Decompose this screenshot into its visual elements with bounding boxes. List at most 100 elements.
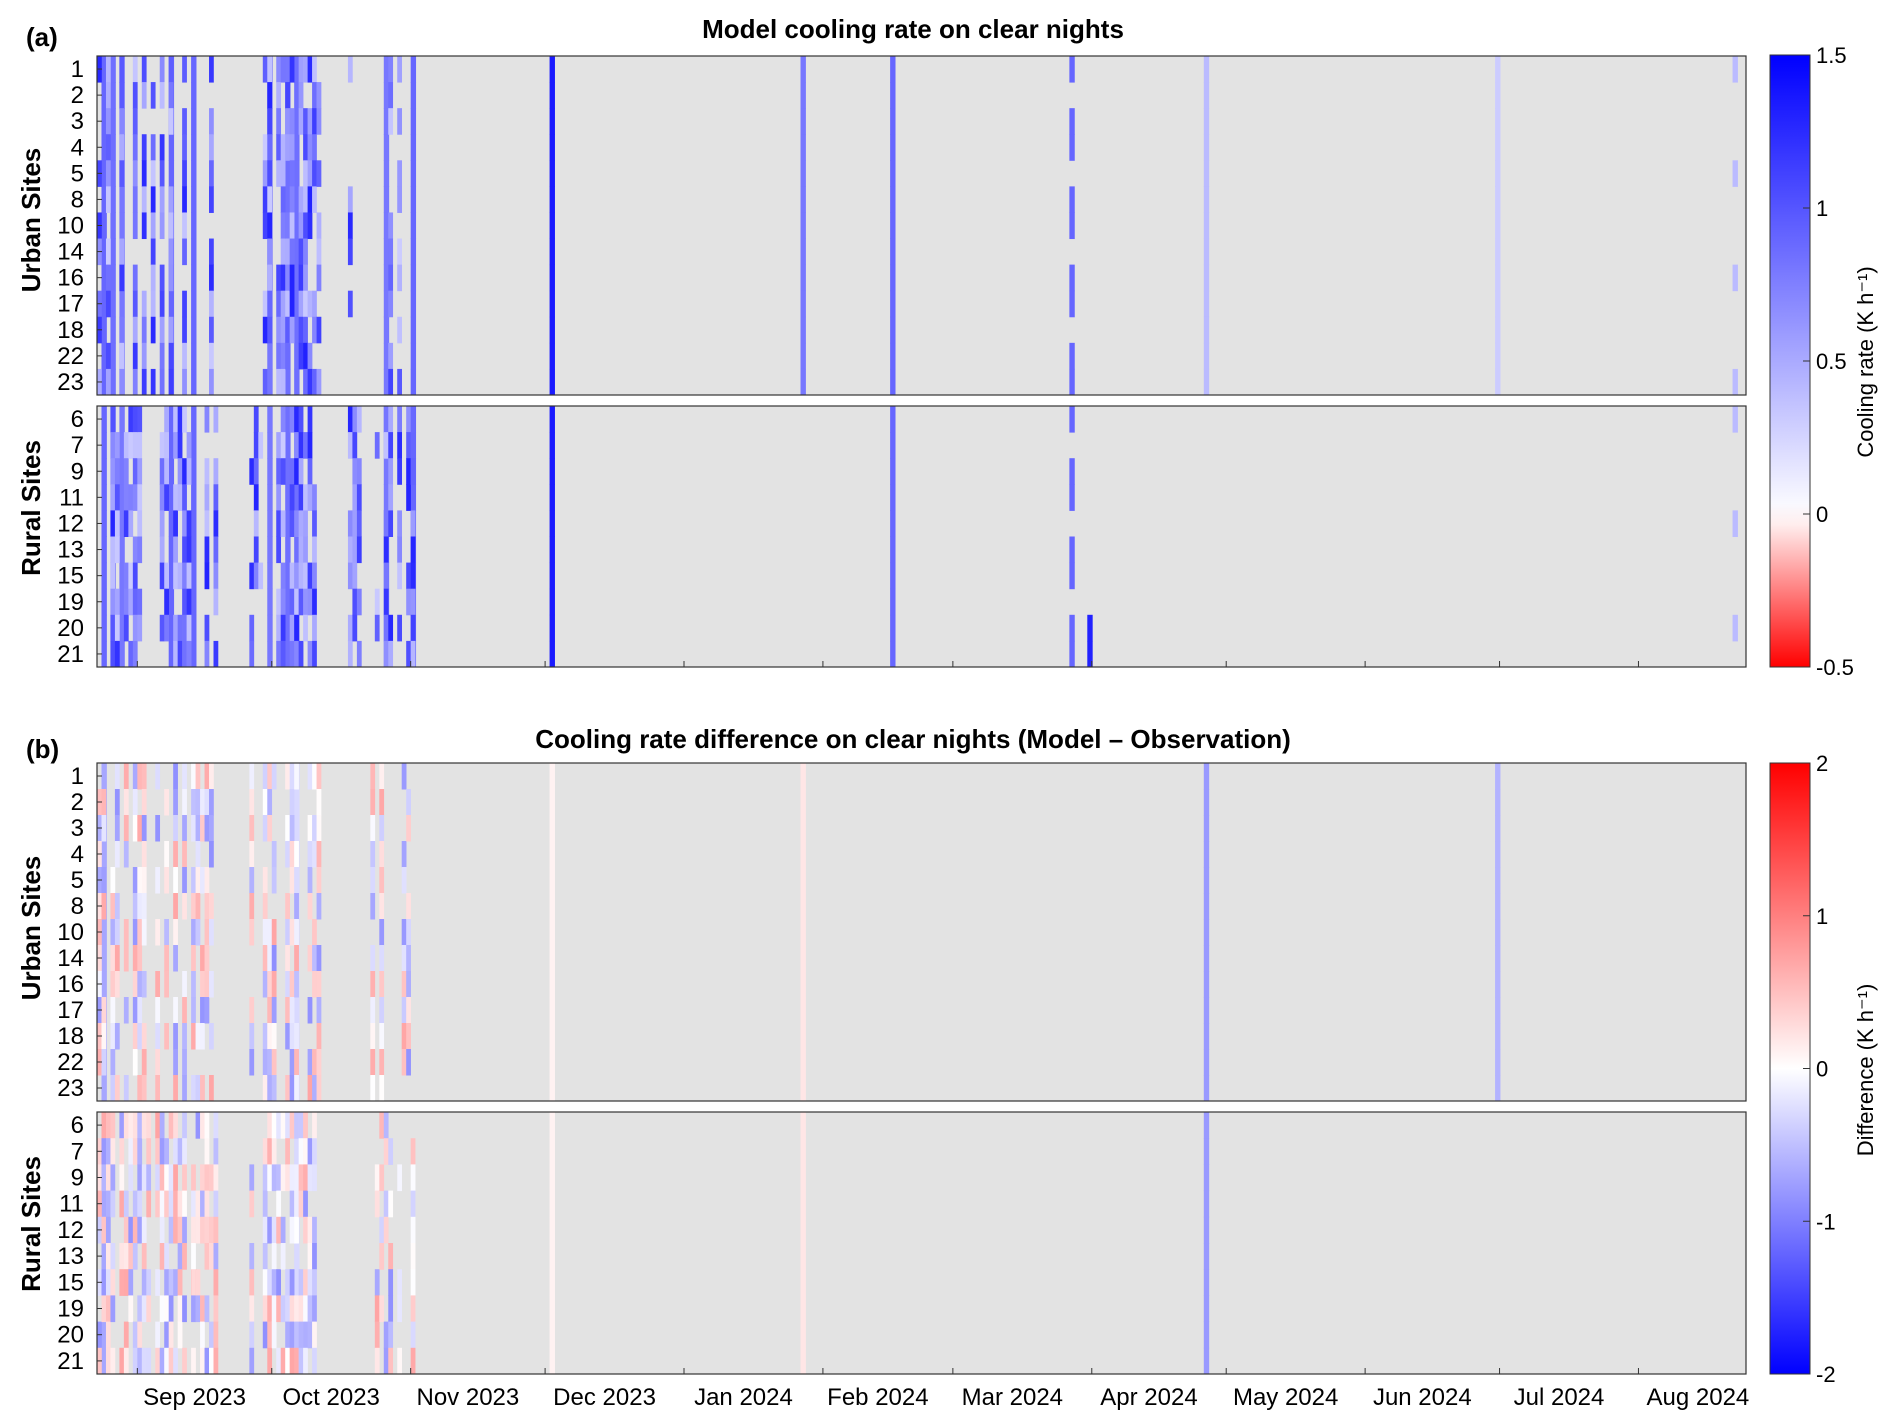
heatmap-cell [298, 432, 304, 459]
heatmap-cell [312, 1075, 317, 1102]
heatmap-cell [110, 510, 116, 537]
heatmap-cell [312, 1347, 317, 1375]
heatmap-cell [549, 815, 555, 842]
heatmap-cell [312, 536, 317, 564]
heatmap-cell [370, 1023, 376, 1050]
heatmap-cell [200, 815, 205, 842]
heatmap-cell [316, 815, 322, 842]
heatmap-cell [549, 1075, 555, 1102]
x-tick-label: Jul 2024 [1514, 1384, 1605, 1411]
heatmap-cell [155, 815, 161, 842]
heatmap-cell [182, 1190, 187, 1218]
panel-a-cooling-rate: (a) Model cooling rate on clear nights 1… [16, 14, 1878, 680]
heatmap-cell [213, 1243, 219, 1270]
heatmap-cell [132, 789, 138, 816]
heatmap-cell [164, 1295, 169, 1323]
heatmap-cell [276, 342, 282, 370]
heatmap-cell [890, 510, 896, 537]
heatmap-cell [280, 134, 286, 161]
heatmap-cell [123, 1216, 129, 1244]
heatmap-cell [890, 368, 896, 396]
heatmap-cell [379, 1112, 385, 1139]
heatmap-cell [280, 510, 286, 537]
row-label-site-21: 21 [57, 641, 84, 668]
heatmap-cell [168, 1295, 174, 1323]
heatmap-cell [285, 432, 291, 459]
heatmap-cell [101, 997, 107, 1024]
heatmap-cell [271, 1164, 277, 1192]
heatmap-cell [168, 640, 175, 668]
heatmap-cell [280, 458, 286, 485]
heatmap-cell [137, 536, 143, 564]
heatmap-cell [303, 264, 308, 292]
heatmap-cell [132, 1190, 138, 1218]
heatmap-cell [298, 1112, 304, 1139]
heatmap-cell [155, 1347, 161, 1375]
heatmap-cell [137, 458, 143, 485]
heatmap-cell [267, 536, 273, 564]
heatmap-cell [105, 1216, 111, 1244]
heatmap-cell [800, 841, 806, 868]
heatmap-cell [173, 1075, 178, 1102]
heatmap-cell [213, 1216, 219, 1244]
heatmap-cell [271, 867, 277, 894]
heatmap-cell [168, 536, 175, 564]
heatmap-cell [101, 134, 107, 161]
heatmap-cell [105, 1321, 111, 1349]
heatmap-cell [101, 290, 107, 318]
heatmap-cell [401, 997, 407, 1024]
heatmap-cell [110, 82, 116, 109]
heatmap-cell [307, 1164, 313, 1192]
heatmap-cell [397, 186, 403, 213]
heatmap-cell [173, 815, 178, 842]
heatmap-cell [388, 432, 394, 459]
heatmap-cell [249, 1347, 255, 1375]
heatmap-cell [307, 841, 313, 868]
heatmap-cell [150, 212, 156, 240]
row-label-site-4: 4 [71, 841, 84, 868]
heatmap-cell [285, 56, 290, 83]
x-tick-label: Oct 2023 [283, 1384, 380, 1411]
heatmap-cell [800, 264, 806, 292]
heatmap-cell [383, 134, 390, 161]
heatmap-cell [128, 640, 134, 668]
heatmap-cell [262, 368, 268, 396]
heatmap-cell [890, 406, 896, 433]
heatmap-cell [159, 1138, 165, 1165]
heatmap-cell [159, 316, 165, 344]
row-label-site-10: 10 [57, 919, 84, 946]
heatmap-cell [312, 186, 317, 213]
heatmap-cell [204, 789, 210, 816]
heatmap-cell [1495, 316, 1501, 344]
heatmap-cell [173, 562, 178, 590]
row-label-site-14: 14 [57, 945, 84, 972]
heatmap-cell [289, 971, 295, 998]
heatmap-cell [271, 1269, 277, 1296]
heatmap-cell [182, 536, 187, 564]
panel-b-urban-group-label: Urban Sites [16, 856, 46, 1001]
heatmap-cell [352, 406, 358, 433]
heatmap-cell [280, 238, 286, 266]
heatmap-cell [204, 919, 210, 946]
heatmap-cell [141, 867, 147, 894]
heatmap-cell [347, 290, 353, 318]
heatmap-cell [249, 997, 255, 1024]
heatmap-cell [110, 536, 116, 564]
heatmap-cell [294, 406, 299, 433]
heatmap-cell [410, 342, 417, 370]
heatmap-cell [280, 1347, 286, 1375]
heatmap-cell [1203, 841, 1210, 868]
panel-a-title: Model cooling rate on clear nights [702, 14, 1124, 44]
heatmap-cell [280, 290, 286, 318]
heatmap-cell [890, 432, 896, 459]
heatmap-cell [177, 1216, 183, 1244]
heatmap-cell [312, 108, 317, 135]
heatmap-cell [410, 160, 417, 187]
heatmap-cell [285, 971, 290, 998]
heatmap-cell [890, 458, 896, 485]
row-label-site-2: 2 [71, 789, 84, 816]
heatmap-cell [213, 1347, 219, 1375]
heatmap-cell [383, 614, 389, 642]
heatmap-cell [303, 1138, 308, 1165]
heatmap-cell [307, 1216, 313, 1244]
